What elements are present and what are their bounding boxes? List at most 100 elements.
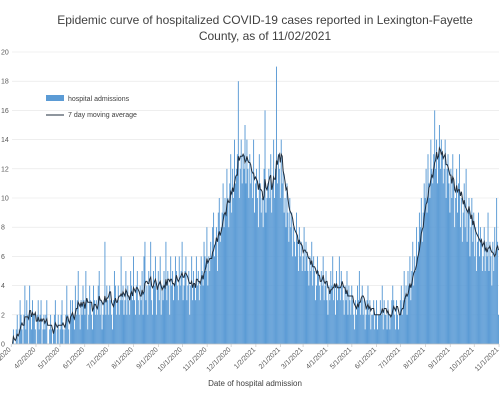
bar: [93, 285, 94, 344]
x-tick-label: 5/1/2020: [37, 346, 61, 370]
bar: [314, 271, 316, 344]
bar: [220, 227, 222, 344]
bar: [334, 285, 336, 344]
bar: [177, 300, 179, 344]
bar: [192, 300, 194, 344]
bar: [25, 329, 27, 344]
bar: [185, 256, 187, 344]
x-tick-label: 11/1/2020: [182, 346, 209, 373]
bar: [408, 285, 410, 344]
bar: [467, 212, 469, 344]
bar: [426, 212, 428, 344]
bar: [36, 314, 38, 344]
bar: [81, 314, 83, 344]
bar: [399, 300, 401, 344]
bar: [64, 329, 66, 344]
bar: [256, 198, 258, 344]
bar: [224, 198, 226, 344]
bar: [296, 212, 297, 344]
bar: [352, 300, 354, 344]
bar: [303, 227, 305, 344]
bar: [349, 300, 351, 344]
bar: [87, 329, 89, 344]
x-tick-label: 4/1/2021: [305, 346, 329, 370]
bar: [26, 300, 28, 344]
bar: [138, 314, 140, 344]
bar: [105, 314, 107, 344]
bar: [301, 271, 303, 344]
x-tick-label: 6/1/2020: [62, 346, 86, 370]
bar: [72, 314, 74, 344]
bar: [278, 168, 280, 344]
x-axis-title: Date of hospital admission: [208, 379, 302, 388]
bar: [444, 139, 446, 344]
bar-series: [12, 66, 499, 345]
bar: [254, 212, 256, 344]
bar: [379, 300, 381, 344]
bar: [327, 314, 329, 344]
bar: [335, 314, 337, 344]
bar: [443, 168, 445, 344]
bar: [298, 227, 300, 344]
bar: [84, 314, 86, 344]
bar: [18, 329, 20, 344]
bar: [104, 241, 106, 344]
bar: [388, 314, 390, 344]
y-tick-label-2: 2: [1, 312, 5, 319]
bar: [311, 241, 313, 344]
bar: [369, 300, 371, 344]
bar: [275, 66, 277, 344]
bar: [24, 285, 26, 344]
bar: [305, 241, 307, 344]
bar: [290, 227, 292, 344]
bar: [285, 227, 287, 344]
bar: [100, 300, 102, 344]
bar: [107, 300, 109, 344]
bar: [207, 285, 209, 344]
bar: [218, 198, 220, 344]
bar: [286, 183, 288, 344]
x-tick-label: 6/1/2021: [354, 346, 378, 370]
bar: [332, 256, 334, 344]
y-tick-label-18: 18: [1, 79, 9, 86]
bar: [378, 314, 380, 344]
bar: [476, 271, 478, 344]
bar: [377, 314, 379, 344]
bar: [121, 300, 123, 344]
bar: [240, 139, 242, 344]
bar: [402, 300, 404, 344]
bar: [276, 183, 278, 344]
bar: [57, 314, 59, 344]
bar: [472, 241, 474, 344]
bar: [102, 314, 104, 344]
bar: [309, 256, 311, 344]
bar: [362, 314, 364, 344]
y-tick-label-0: 0: [1, 342, 5, 349]
bar: [390, 314, 392, 344]
bar: [238, 198, 240, 344]
bar: [108, 314, 110, 344]
y-axis: 0 2 4 6 8 10 12 14 16 18 20: [1, 50, 9, 349]
bar: [361, 285, 363, 344]
bar: [225, 212, 227, 344]
y-tick-label-4: 4: [1, 283, 5, 290]
bar: [438, 125, 440, 344]
bar: [211, 256, 213, 344]
bar: [489, 241, 491, 344]
bar: [318, 285, 320, 344]
bar: [306, 256, 308, 344]
bar: [88, 314, 90, 344]
bar: [397, 314, 398, 344]
bar: [232, 168, 234, 344]
bar: [280, 139, 282, 344]
bar: [140, 300, 142, 344]
bar: [330, 271, 332, 344]
bar: [455, 198, 457, 344]
bar: [119, 300, 121, 344]
bar: [156, 285, 158, 344]
bar: [217, 212, 219, 344]
bar: [110, 300, 112, 344]
bar: [115, 314, 117, 344]
bar: [338, 256, 340, 344]
bar: [31, 329, 33, 344]
